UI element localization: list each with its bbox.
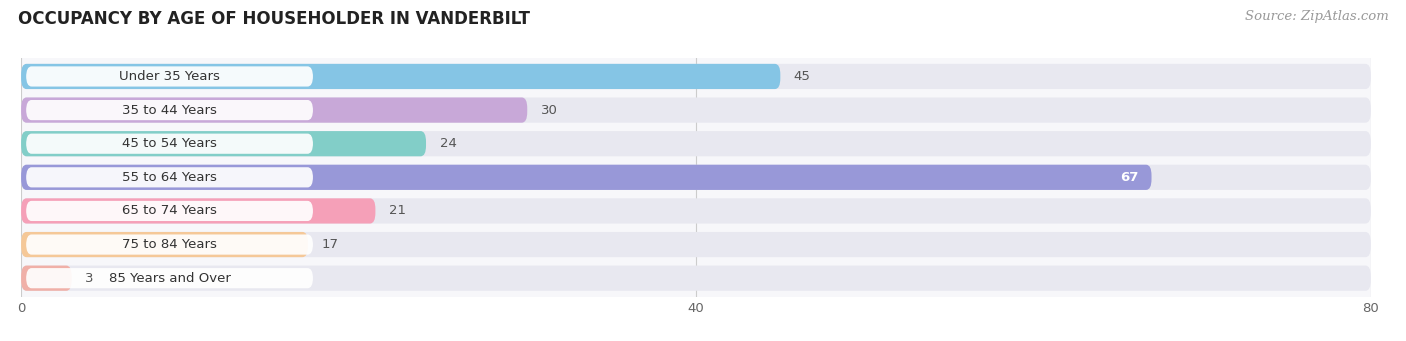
Text: 17: 17: [322, 238, 339, 251]
FancyBboxPatch shape: [21, 232, 308, 257]
FancyBboxPatch shape: [21, 165, 1152, 190]
Text: 3: 3: [86, 272, 94, 285]
Text: 45: 45: [794, 70, 811, 83]
Text: 65 to 74 Years: 65 to 74 Years: [122, 205, 217, 218]
FancyBboxPatch shape: [27, 134, 314, 154]
FancyBboxPatch shape: [21, 64, 780, 89]
FancyBboxPatch shape: [21, 165, 1371, 190]
Text: 35 to 44 Years: 35 to 44 Years: [122, 104, 217, 117]
FancyBboxPatch shape: [21, 98, 1371, 123]
Text: 21: 21: [389, 205, 406, 218]
Text: 30: 30: [541, 104, 558, 117]
FancyBboxPatch shape: [27, 167, 314, 188]
FancyBboxPatch shape: [21, 266, 72, 291]
Text: 45 to 54 Years: 45 to 54 Years: [122, 137, 217, 150]
FancyBboxPatch shape: [21, 131, 1371, 156]
Text: OCCUPANCY BY AGE OF HOUSEHOLDER IN VANDERBILT: OCCUPANCY BY AGE OF HOUSEHOLDER IN VANDE…: [18, 10, 530, 28]
Text: Source: ZipAtlas.com: Source: ZipAtlas.com: [1246, 10, 1389, 23]
FancyBboxPatch shape: [27, 235, 314, 255]
FancyBboxPatch shape: [21, 131, 426, 156]
Text: 24: 24: [440, 137, 457, 150]
FancyBboxPatch shape: [27, 66, 314, 87]
FancyBboxPatch shape: [21, 198, 375, 224]
Text: Under 35 Years: Under 35 Years: [120, 70, 219, 83]
FancyBboxPatch shape: [27, 268, 314, 288]
FancyBboxPatch shape: [21, 232, 1371, 257]
FancyBboxPatch shape: [21, 64, 1371, 89]
FancyBboxPatch shape: [21, 198, 1371, 224]
FancyBboxPatch shape: [21, 266, 1371, 291]
FancyBboxPatch shape: [27, 201, 314, 221]
Text: 67: 67: [1119, 171, 1137, 184]
FancyBboxPatch shape: [21, 98, 527, 123]
Text: 75 to 84 Years: 75 to 84 Years: [122, 238, 217, 251]
FancyBboxPatch shape: [27, 100, 314, 120]
Text: 55 to 64 Years: 55 to 64 Years: [122, 171, 217, 184]
Text: 85 Years and Over: 85 Years and Over: [108, 272, 231, 285]
